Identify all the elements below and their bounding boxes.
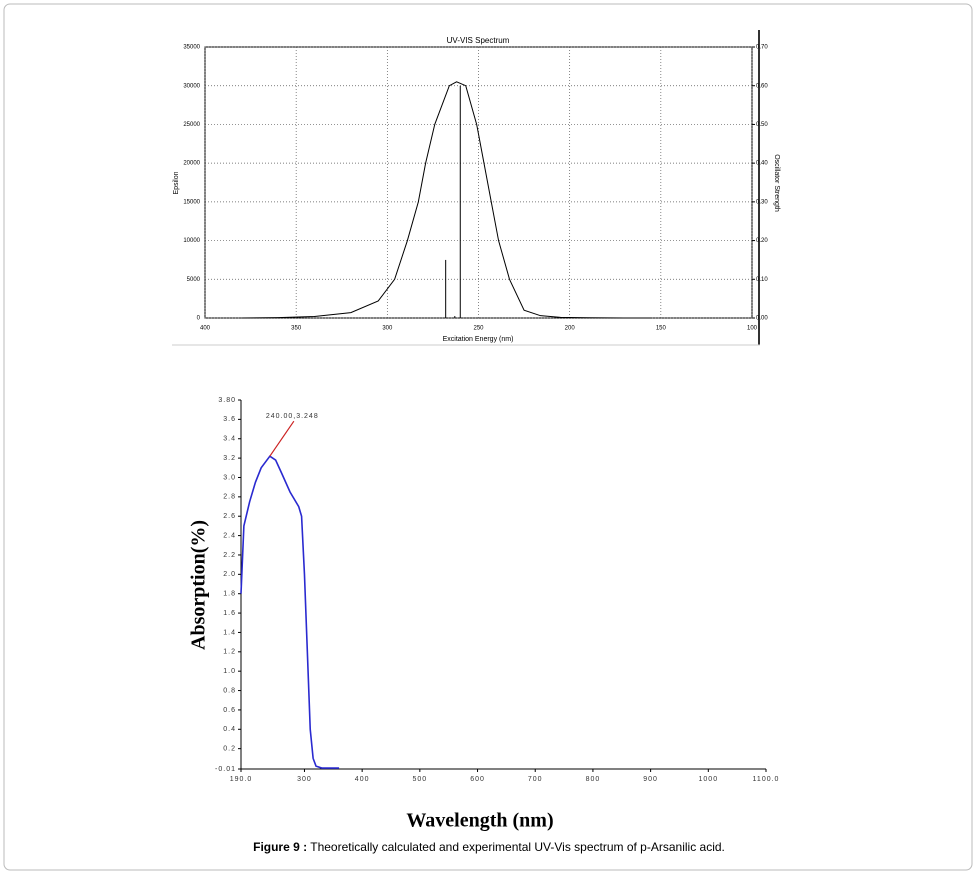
y2-tick-label: 0.30 xyxy=(756,199,768,205)
y-tick-label: 0 xyxy=(197,316,201,322)
x-axis-label: Excitation Energy (nm) xyxy=(443,336,514,343)
y-tick-label: 3.6 xyxy=(223,416,236,423)
y-tick-label: 0.8 xyxy=(223,687,236,694)
x-tick-label: 350 xyxy=(291,326,302,332)
x-tick-label: 700 xyxy=(528,776,543,783)
x-tick-label: 150 xyxy=(656,326,667,332)
x-tick-label: 250 xyxy=(473,326,484,332)
y-tick-label: 3.2 xyxy=(223,455,236,462)
y-tick-label: -0.01 xyxy=(215,766,236,773)
y-tick-label: 0.6 xyxy=(223,707,236,714)
caption-label: Figure 9 : xyxy=(253,840,308,854)
annotation-label: 240.00,3.248 xyxy=(266,413,319,420)
data-line xyxy=(241,81,652,319)
x-tick-label: 1100.0 xyxy=(753,776,780,783)
y2-tick-label: 0.10 xyxy=(756,277,768,283)
x-tick-label: 400 xyxy=(200,326,211,332)
x-tick-label: 200 xyxy=(565,326,576,332)
y-tick-label: 2.4 xyxy=(223,532,236,539)
frame xyxy=(3,3,973,871)
x-tick-label: 300 xyxy=(382,326,393,332)
y-tick-label: 2.6 xyxy=(223,513,236,520)
x-axis-label: Wavelength (nm) xyxy=(406,810,553,832)
y-tick-label: 25000 xyxy=(183,122,200,128)
y-tick-label: 30000 xyxy=(183,83,200,89)
data-line xyxy=(240,455,340,769)
y-tick-label: 20000 xyxy=(183,161,200,167)
y2-tick-label: 0.70 xyxy=(756,45,768,51)
y2-tick-label: 0.40 xyxy=(756,161,768,167)
y-tick-label: 1.4 xyxy=(223,629,236,636)
y2-tick-label: 0.50 xyxy=(756,122,768,128)
chart-title: UV-VIS Spectrum xyxy=(447,36,510,45)
y2-tick-label: 0.20 xyxy=(756,238,768,244)
y-tick-label: 10000 xyxy=(183,238,200,244)
x-tick-label: 400 xyxy=(355,776,370,783)
y-tick-label: 2.8 xyxy=(223,494,236,501)
x-tick-label: 900 xyxy=(643,776,658,783)
x-tick-label: 100 xyxy=(747,326,758,332)
y2-tick-label: 0.00 xyxy=(756,316,768,322)
x-tick-label: 500 xyxy=(413,776,428,783)
y2-axis-label: Oscillator Strength xyxy=(773,154,780,212)
x-tick-label: 1000 xyxy=(699,776,719,783)
y-tick-label: 2.2 xyxy=(223,552,236,559)
y-axis-label: Epsilon xyxy=(173,171,180,194)
y-tick-label: 2.0 xyxy=(223,571,236,578)
y-tick-label: 0.4 xyxy=(223,726,236,733)
y-tick-label: 3.0 xyxy=(223,474,236,481)
y-tick-label: 0.2 xyxy=(223,746,236,753)
y-tick-label: 3.4 xyxy=(223,436,236,443)
y-tick-label: 1.8 xyxy=(223,591,236,598)
y-tick-label: 1.0 xyxy=(223,668,236,675)
y-axis-label: Absorption(%) xyxy=(188,520,210,650)
y-tick-label: 5000 xyxy=(187,277,201,283)
caption-text: Theoretically calculated and experimenta… xyxy=(310,840,725,854)
x-tick-label: 190.0 xyxy=(230,776,253,783)
x-tick-label: 800 xyxy=(586,776,601,783)
y2-tick-label: 0.60 xyxy=(756,83,768,89)
x-tick-label: 600 xyxy=(470,776,485,783)
y-tick-label: 1.2 xyxy=(223,649,236,656)
annotation-line xyxy=(269,420,295,457)
x-tick-label: 300 xyxy=(297,776,312,783)
caption: Figure 9 : Theoretically calculated and … xyxy=(0,840,978,854)
y-tick-label: 35000 xyxy=(183,45,200,51)
y-tick-label: 15000 xyxy=(183,199,200,205)
y-tick-label: 3.80 xyxy=(218,397,236,404)
y-tick-label: 1.6 xyxy=(223,610,236,617)
